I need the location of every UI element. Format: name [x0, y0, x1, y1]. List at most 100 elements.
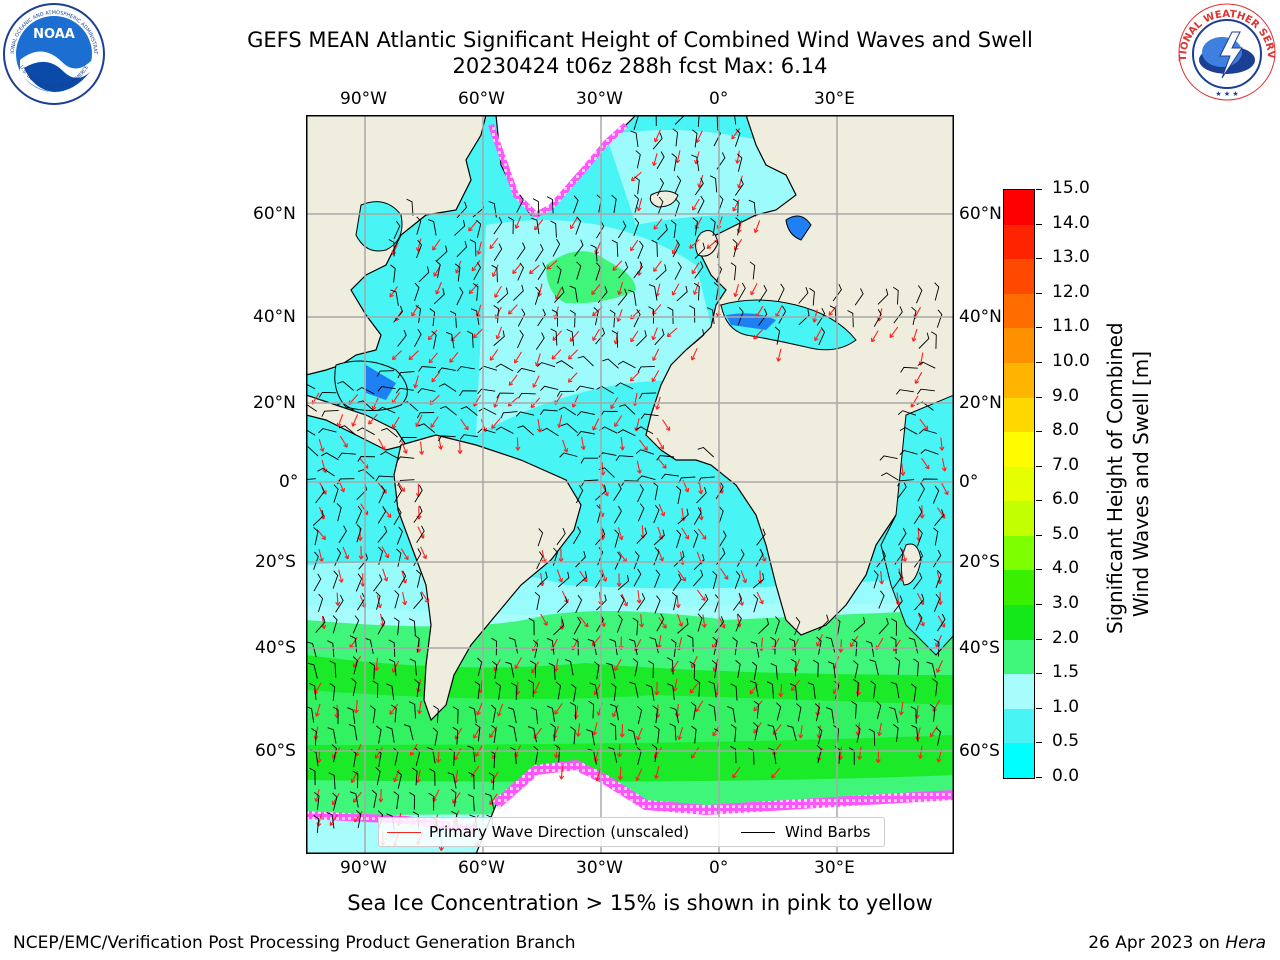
wave-direction-arrow [658, 617, 667, 629]
wind-barb [438, 383, 457, 392]
colorbar-segment [1004, 570, 1034, 606]
wave-direction-arrow [753, 220, 761, 234]
wind-barb [326, 812, 335, 829]
colorbar-tick-mark [1036, 465, 1042, 467]
wind-barb [573, 616, 582, 635]
wind-barb [371, 789, 377, 808]
wave-direction-arrow [402, 591, 408, 606]
colorbar-tick-mark [1036, 189, 1042, 190]
wave-direction-arrow [771, 767, 781, 779]
wave-direction-arrow [570, 217, 578, 230]
wind-barb [648, 306, 655, 324]
wind-barb [894, 547, 904, 565]
wind-barb [595, 484, 607, 501]
wind-barb [917, 483, 925, 502]
wind-barb [388, 239, 395, 257]
wind-barb [313, 791, 320, 810]
wind-barb [732, 593, 743, 611]
machine-name: Hera [1225, 933, 1266, 953]
wind-barb [391, 704, 397, 723]
wave-direction-arrow [476, 241, 482, 255]
wind-barb [327, 727, 337, 744]
wind-barb [637, 503, 645, 522]
colorbar [1003, 189, 1035, 779]
wind-barb [774, 326, 781, 345]
wind-barb [356, 427, 375, 436]
wind-barb [717, 194, 724, 213]
wave-direction-arrow [435, 281, 443, 295]
wind-barb [794, 617, 801, 636]
wind-barb [937, 613, 946, 632]
wind-barb [614, 551, 622, 570]
wind-barb [557, 596, 568, 613]
wind-barb [894, 657, 901, 676]
wave-direction-arrow [900, 462, 906, 476]
wind-barb [617, 220, 627, 239]
wave-direction-arrow [733, 284, 740, 298]
wind-barb [558, 571, 570, 588]
wind-barb [816, 307, 826, 326]
wind-barb [876, 700, 882, 720]
wave-direction-arrow [697, 174, 704, 188]
hudson-bay [355, 201, 403, 252]
colorbar-tick-mark [1036, 292, 1042, 294]
wind-barb [693, 569, 704, 587]
colorbar-tick-label: 0.0 [1052, 766, 1080, 786]
wind-barb [529, 660, 536, 678]
wind-barb [913, 550, 924, 568]
colorbar-ticks: 15.0 14.0 13.0 12.0 11.0 10.0 9.0 8.0 7.0 6.0 5.0 4… [1036, 178, 1096, 786]
wind-barb [730, 724, 737, 742]
wave-direction-arrow [617, 527, 624, 541]
wind-barb [677, 618, 689, 634]
wind-barb [932, 549, 942, 568]
wind-barb [375, 591, 381, 610]
colorbar-tick-label: 6.0 [1052, 489, 1080, 510]
wind-barb [633, 217, 640, 237]
wind-barb [737, 153, 743, 172]
wind-barb [675, 485, 682, 504]
wind-barb [630, 130, 639, 148]
wind-barb [467, 745, 476, 763]
wave-direction-arrow [939, 437, 945, 451]
wave-direction-arrow [692, 198, 700, 211]
wind-barb [406, 198, 414, 216]
wave-direction-arrow [427, 329, 438, 341]
wave-direction-arrow [514, 216, 522, 229]
wave-direction-arrow [838, 639, 844, 653]
wind-barb [338, 425, 356, 435]
wind-barb [826, 706, 835, 724]
wave-direction-arrow [737, 175, 743, 189]
wind-barb [570, 726, 576, 745]
wind-barb [396, 526, 403, 545]
wind-barb [734, 570, 741, 590]
wind-barb [633, 261, 643, 279]
wind-barb [735, 660, 741, 679]
wind-barb [550, 220, 557, 238]
lat-label-right: 0° [959, 472, 979, 492]
wind-barb [727, 706, 736, 723]
wave-direction-arrow [849, 635, 859, 648]
wind-barb [459, 390, 477, 397]
wind-barb [377, 525, 388, 543]
wind-barb [375, 475, 394, 482]
wind-barb [456, 287, 464, 306]
wind-barb [854, 288, 864, 306]
wind-barb [532, 198, 540, 216]
wind-barb [672, 128, 679, 147]
wave-zone-band [306, 690, 954, 745]
wave-direction-arrow [753, 329, 764, 340]
wind-barb [817, 726, 823, 745]
wind-barb [913, 658, 919, 677]
wind-barb [328, 772, 336, 790]
wave-direction-arrow [639, 614, 645, 628]
wind-barb [356, 524, 362, 543]
wind-barb [671, 592, 677, 611]
wind-barb [396, 456, 415, 462]
wind-barb [515, 411, 535, 417]
wave-direction-arrow [657, 548, 664, 562]
wind-barb [575, 551, 586, 568]
wind-barb [532, 639, 539, 658]
wind-barb [493, 305, 500, 323]
wind-barb [516, 242, 526, 260]
colorbar-tick-label: 1.5 [1052, 662, 1080, 683]
